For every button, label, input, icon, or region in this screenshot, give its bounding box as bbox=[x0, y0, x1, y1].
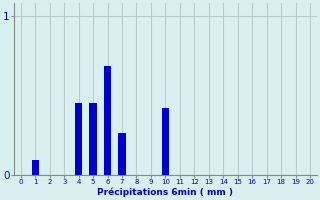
Bar bbox=[162, 108, 169, 175]
Bar bbox=[118, 133, 126, 175]
Bar bbox=[90, 103, 97, 175]
Bar bbox=[75, 103, 82, 175]
X-axis label: Précipitations 6min ( mm ): Précipitations 6min ( mm ) bbox=[97, 188, 233, 197]
Bar bbox=[32, 160, 39, 175]
Bar bbox=[104, 66, 111, 175]
